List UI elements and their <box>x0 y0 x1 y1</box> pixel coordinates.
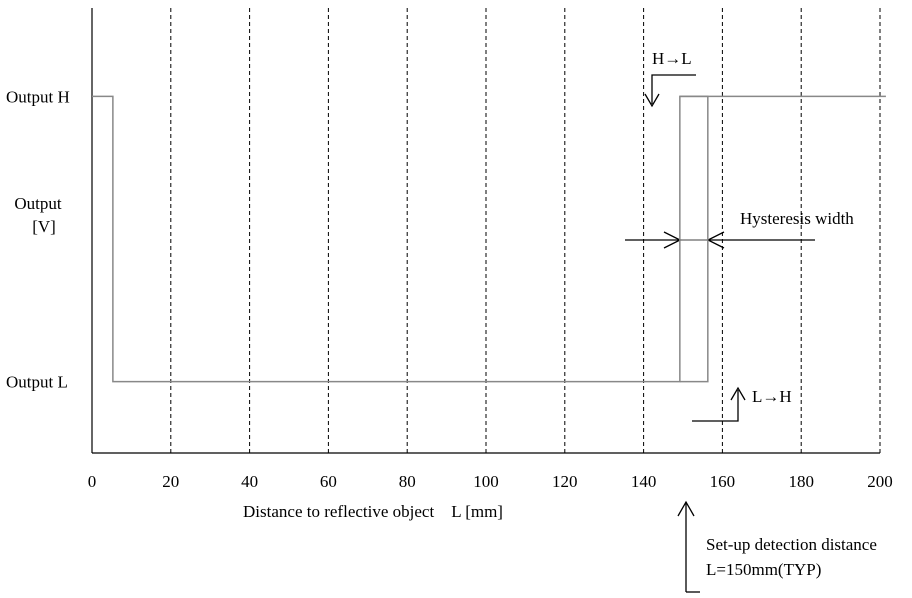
x-axis-label: Distance to reflective object L [mm] <box>243 502 503 521</box>
x-tick-label: 140 <box>631 472 657 491</box>
x-tick-label: 180 <box>788 472 814 491</box>
arrowhead <box>677 500 695 517</box>
annotation: Hysteresis width <box>740 209 854 228</box>
y-axis-label: Output <box>14 194 62 213</box>
arrowhead <box>644 93 660 108</box>
series-line <box>679 95 709 383</box>
x-tick-label: 80 <box>399 472 416 491</box>
x-tick-label: 20 <box>162 472 179 491</box>
y-axis-label: [V] <box>32 217 56 236</box>
y-tick-label: Output H <box>6 87 70 106</box>
annotation: L→H <box>752 387 792 406</box>
arrow-h-l <box>651 74 696 104</box>
x-tick-label: 100 <box>473 472 499 491</box>
x-tick-label: 40 <box>241 472 258 491</box>
x-tick-label: 60 <box>320 472 337 491</box>
x-tick-label: 200 <box>867 472 893 491</box>
x-tick-label: 160 <box>710 472 736 491</box>
annotation: L=150mm(TYP) <box>706 560 821 579</box>
x-tick-label: 0 <box>88 472 97 491</box>
x-tick-label: 120 <box>552 472 578 491</box>
annotation: Set-up detection distance <box>706 535 877 554</box>
arrowhead <box>730 386 746 401</box>
y-tick-label: Output L <box>6 373 68 392</box>
annotation-arrows <box>625 74 815 593</box>
series-line <box>92 95 886 383</box>
arrow-l-h <box>692 390 739 422</box>
annotation: H→L <box>652 49 692 68</box>
